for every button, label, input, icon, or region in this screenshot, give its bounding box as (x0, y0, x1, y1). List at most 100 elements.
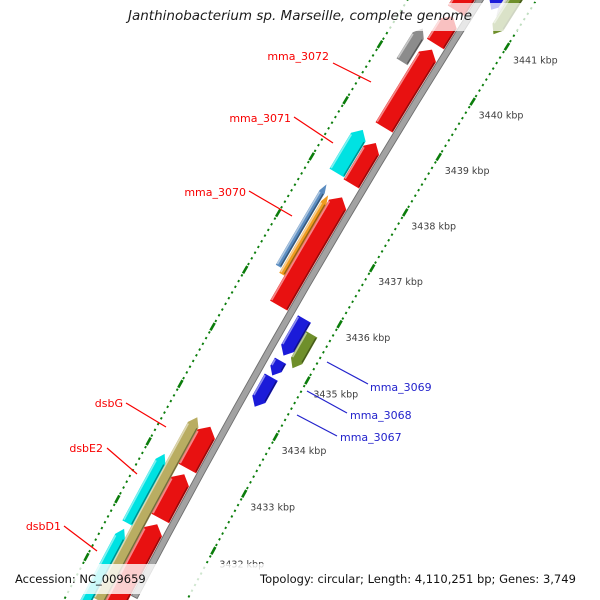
gene-highlight (344, 146, 365, 180)
minor-tick (427, 172, 431, 175)
minor-tick (290, 407, 293, 411)
minor-tick (397, 222, 400, 225)
kbp-label-3439: 3439 kbp (445, 166, 490, 177)
minor-tick (239, 497, 243, 501)
minor-tick (175, 388, 179, 392)
gene-arrow-mma_3070 (270, 197, 347, 311)
minor-tick (488, 72, 492, 76)
minor-tick (280, 205, 283, 209)
gene-highlight (282, 316, 300, 345)
major-tick (503, 42, 511, 51)
minor-tick (334, 328, 338, 332)
minor-tick (191, 359, 195, 363)
minor-tick (374, 261, 377, 265)
minor-tick (258, 463, 262, 467)
kbp-label-3437: 3437 kbp (378, 277, 423, 288)
minor-tick (341, 317, 345, 321)
major-tick (342, 95, 349, 105)
gene-highlight (448, 0, 454, 6)
minor-tick (82, 561, 85, 565)
minor-tick (325, 345, 329, 349)
leader-line-mma_3070 (248, 190, 293, 217)
minor-tick (390, 233, 394, 237)
minor-tick (440, 149, 444, 153)
minor-tick (163, 411, 166, 415)
minor-tick (159, 416, 163, 420)
minor-tick (255, 469, 259, 473)
minor-tick (260, 239, 264, 243)
gene-highlight (376, 52, 420, 123)
major-tick (272, 432, 279, 442)
minor-tick (474, 94, 478, 98)
minor-tick (367, 272, 371, 276)
minor-tick (94, 538, 98, 542)
minor-tick (220, 308, 224, 311)
major-tick (114, 494, 121, 504)
minor-tick (327, 126, 330, 130)
minor-tick (283, 418, 287, 422)
major-tick (304, 376, 311, 385)
minor-tick (385, 31, 389, 35)
minor-tick (166, 405, 170, 409)
minor-tick (230, 515, 234, 518)
minor-tick (502, 50, 505, 54)
minor-tick (250, 256, 254, 260)
major-tick (177, 379, 184, 389)
leader-line-mma_3067 (296, 414, 338, 437)
leader-line-mma_3068 (306, 390, 348, 414)
minor-tick (267, 446, 271, 450)
minor-tick (450, 133, 454, 137)
minor-tick (331, 333, 335, 337)
minor-tick (337, 110, 341, 113)
minor-tick (323, 132, 327, 136)
minor-tick (286, 412, 290, 416)
minor-tick (233, 509, 237, 513)
minor-tick (344, 311, 348, 315)
minor-tick (224, 526, 228, 530)
gene-shadow (406, 39, 423, 64)
minor-tick (318, 356, 322, 360)
minor-tick (512, 34, 516, 38)
gene-shadow (343, 141, 365, 177)
minor-tick (354, 81, 358, 85)
gene-arrow-cds-red-2 (151, 474, 189, 524)
major-tick (209, 322, 216, 332)
minor-tick (286, 194, 290, 198)
gene-arrow-cds-orange (279, 195, 329, 276)
minor-tick (237, 279, 241, 283)
minor-tick (351, 87, 354, 91)
kbp-label-3434: 3434 kbp (282, 446, 327, 457)
minor-tick (97, 532, 101, 536)
minor-tick (271, 441, 274, 445)
minor-tick (224, 302, 227, 306)
minor-tick (296, 177, 300, 181)
minor-tick (103, 520, 107, 524)
minor-tick (150, 434, 154, 438)
minor-tick (364, 65, 368, 69)
minor-tick (303, 166, 307, 170)
minor-tick (270, 222, 273, 226)
kbp-label-3438: 3438 kbp (411, 221, 456, 232)
minor-tick (467, 105, 471, 109)
minor-tick (306, 160, 310, 164)
gene-highlight (152, 478, 173, 514)
minor-tick (63, 596, 67, 600)
minor-tick (119, 491, 122, 495)
gene-arrow-mma_3071 (329, 129, 366, 178)
minor-tick (140, 451, 144, 455)
minor-tick (88, 549, 91, 553)
minor-tick (495, 61, 499, 65)
gene-shadow (286, 210, 346, 310)
minor-tick (100, 526, 104, 530)
kbp-label-3433: 3433 kbp (250, 503, 295, 514)
minor-tick (354, 294, 358, 298)
minor-tick (400, 216, 404, 220)
minor-tick (273, 217, 277, 221)
minor-tick (430, 166, 434, 170)
minor-tick (299, 390, 303, 394)
gene-highlight (291, 332, 308, 358)
gene-highlight (330, 133, 353, 169)
minor-tick (249, 480, 252, 484)
major-tick (241, 265, 249, 275)
